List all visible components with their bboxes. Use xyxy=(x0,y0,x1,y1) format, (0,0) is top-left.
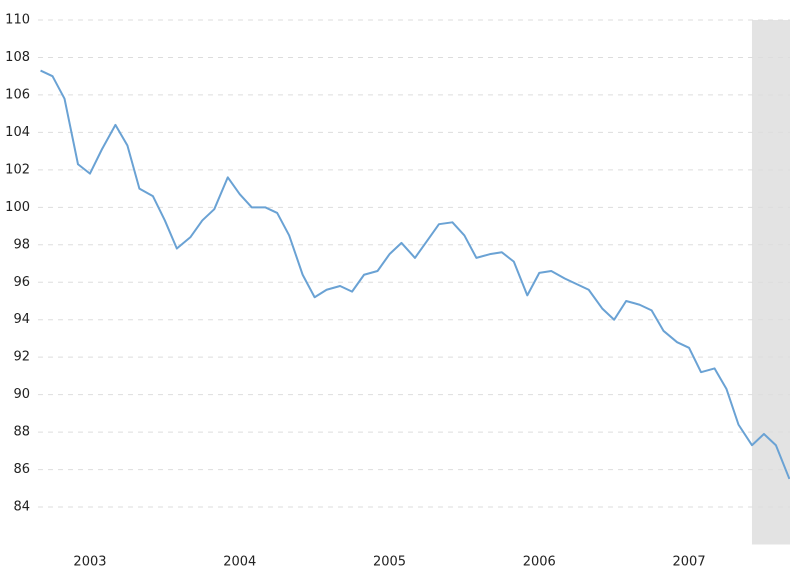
y-tick-label: 96 xyxy=(13,275,30,290)
y-tick-label: 102 xyxy=(5,162,30,177)
x-tick-label: 2006 xyxy=(523,555,556,570)
y-tick-label: 94 xyxy=(13,312,30,327)
x-tick-label: 2004 xyxy=(223,555,256,570)
y-tick-label: 90 xyxy=(13,387,30,402)
y-tick-label: 100 xyxy=(5,200,30,215)
y-tick-label: 110 xyxy=(5,13,30,28)
x-tick-label: 2007 xyxy=(673,555,706,570)
y-tick-label: 92 xyxy=(13,350,30,365)
data-line xyxy=(40,69,790,480)
y-tick-label: 88 xyxy=(13,425,30,440)
y-tick-label: 108 xyxy=(5,50,30,65)
y-tick-label: 84 xyxy=(13,500,30,515)
y-tick-label: 98 xyxy=(13,237,30,252)
y-tick-label: 104 xyxy=(5,125,30,140)
x-tick-label: 2005 xyxy=(373,555,406,570)
y-tick-label: 106 xyxy=(5,87,30,102)
x-tick-label: 2003 xyxy=(73,555,106,570)
y-tick-label: 86 xyxy=(13,462,30,477)
